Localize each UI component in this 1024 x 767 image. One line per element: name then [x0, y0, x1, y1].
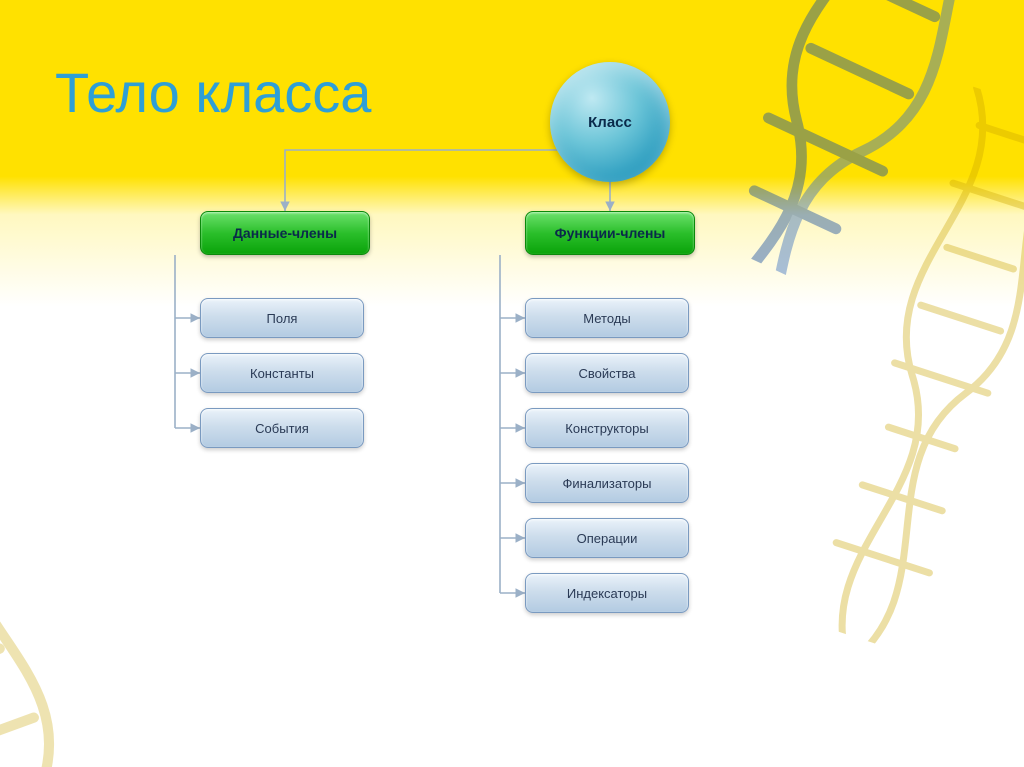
leaf-constructors: Конструкторы [525, 408, 689, 448]
leaf-finalizers: Финализаторы [525, 463, 689, 503]
dna-decor-bottom-left [0, 407, 343, 767]
leaf-label: Конструкторы [565, 421, 648, 436]
leaf-methods: Методы [525, 298, 689, 338]
slide: Тело класса Класс Данные-члены Поля [0, 0, 1024, 767]
leaf-label: Индексаторы [567, 586, 647, 601]
leaf-constants: Константы [200, 353, 364, 393]
leaf-events: События [200, 408, 364, 448]
leaf-label: Константы [250, 366, 314, 381]
leaf-fields: Поля [200, 298, 364, 338]
root-node-class: Класс [550, 62, 670, 182]
root-label: Класс [588, 114, 632, 131]
category-label: Данные-члены [233, 225, 337, 241]
category-function-members: Функции-члены [525, 211, 695, 255]
leaf-operations: Операции [525, 518, 689, 558]
category-label: Функции-члены [555, 225, 666, 241]
leaf-label: Операции [577, 531, 638, 546]
leaf-indexers: Индексаторы [525, 573, 689, 613]
leaf-label: Финализаторы [563, 476, 652, 491]
category-data-members: Данные-члены [200, 211, 370, 255]
leaf-label: События [255, 421, 309, 436]
leaf-label: Методы [583, 311, 630, 326]
leaf-label: Свойства [578, 366, 635, 381]
leaf-properties: Свойства [525, 353, 689, 393]
page-title: Тело класса [55, 60, 371, 125]
leaf-label: Поля [267, 311, 298, 326]
